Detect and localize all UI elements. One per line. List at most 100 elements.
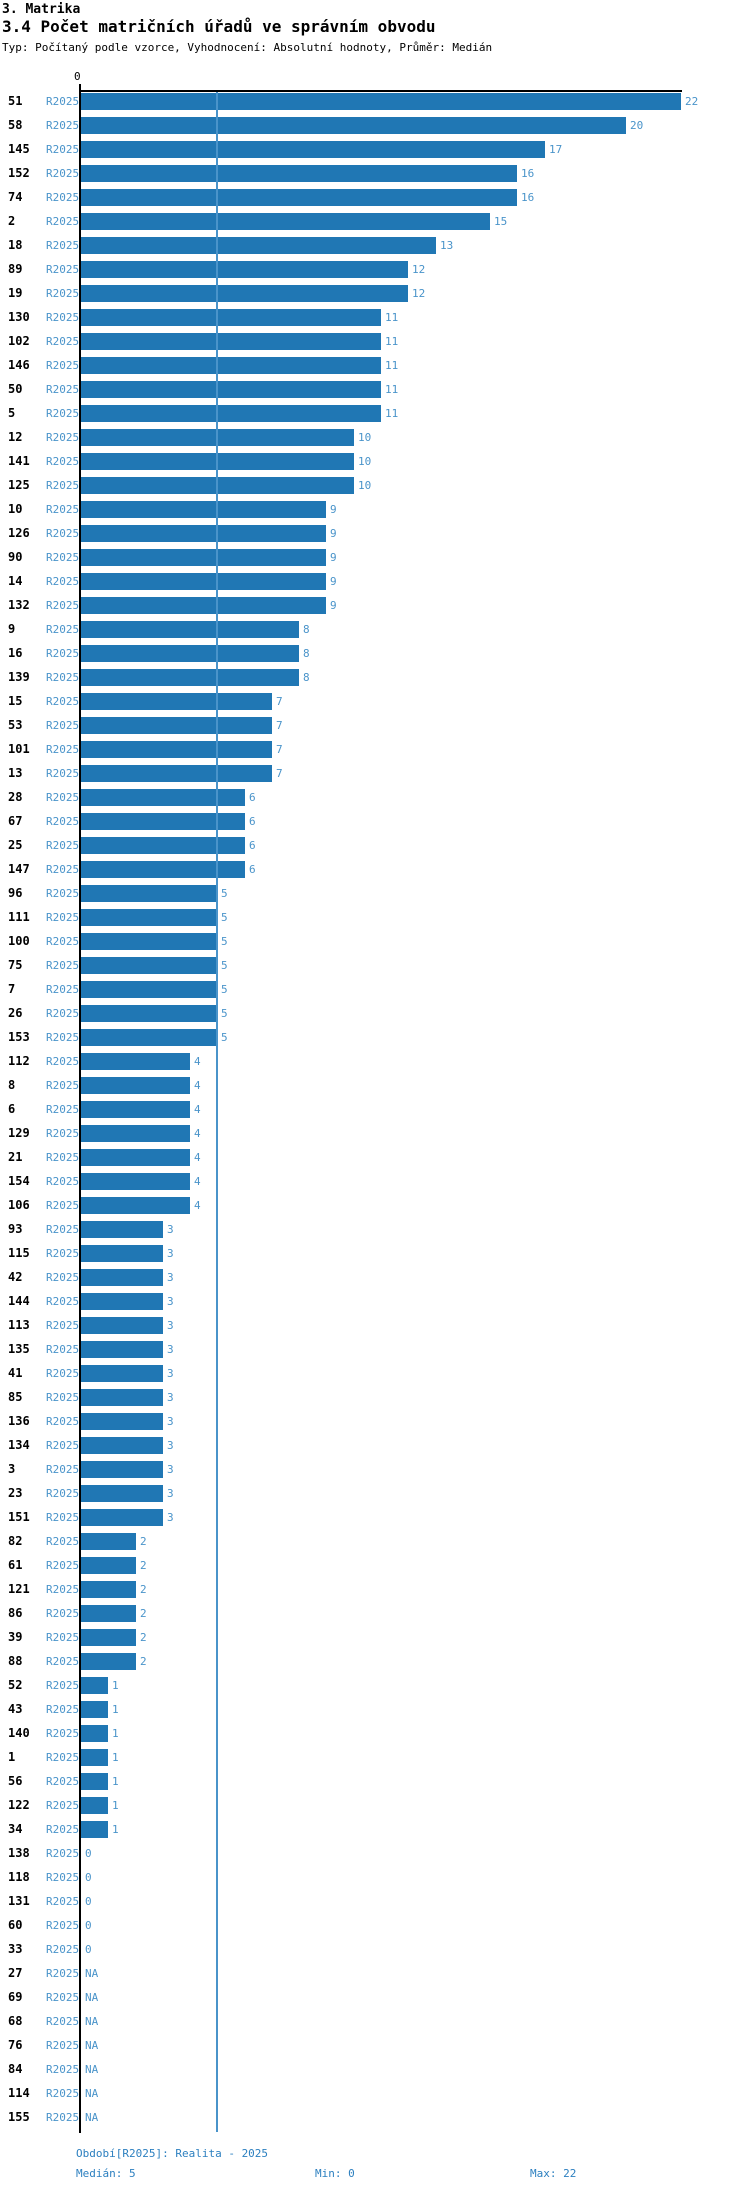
row-category-label: 136 (8, 1414, 30, 1428)
row-value-label: NA (85, 2086, 99, 2100)
row-category-label: 41 (8, 1366, 23, 1380)
row-category-label: 112 (8, 1054, 30, 1068)
bar (81, 1676, 108, 1694)
row-value-label: NA (85, 2110, 99, 2124)
chart-row: 15 R2025 7 (0, 689, 750, 713)
bar (81, 524, 326, 542)
row-series-label: R2025 (46, 1918, 80, 1932)
row-series-label: R2025 (46, 1438, 80, 1452)
row-category-label: 152 (8, 166, 30, 180)
row-value-label: 3 (167, 1294, 174, 1308)
chart-row: 115 R2025 3 (0, 1241, 750, 1265)
row-series-label: R2025 (46, 1342, 80, 1356)
row-series-label: R2025 (46, 430, 80, 444)
bar (81, 500, 326, 518)
row-value-label: 6 (249, 862, 256, 876)
chart-row: 140 R2025 1 (0, 1721, 750, 1745)
row-series-label: R2025 (46, 622, 80, 636)
row-value-label: 10 (358, 478, 372, 492)
chart-row: 122 R2025 1 (0, 1793, 750, 1817)
chart-row: 76 R2025 NA (0, 2033, 750, 2057)
row-series-label: R2025 (46, 1582, 80, 1596)
row-value-label: 4 (194, 1150, 201, 1164)
bar (81, 1172, 190, 1190)
chart-row: 138 R2025 0 (0, 1841, 750, 1865)
bar (81, 332, 381, 350)
chart-row: 89 R2025 12 (0, 257, 750, 281)
bar (81, 1316, 163, 1334)
row-series-label: R2025 (46, 1966, 80, 1980)
row-value-label: 10 (358, 430, 372, 444)
row-category-label: 13 (8, 766, 23, 780)
chart-row: 28 R2025 6 (0, 785, 750, 809)
row-series-label: R2025 (46, 1366, 80, 1380)
row-series-label: R2025 (46, 94, 80, 108)
row-value-label: 8 (303, 670, 310, 684)
row-value-label: NA (85, 1990, 99, 2004)
chart-row: 139 R2025 8 (0, 665, 750, 689)
row-value-label: 3 (167, 1318, 174, 1332)
row-value-label: 9 (330, 526, 337, 540)
row-series-label: R2025 (46, 1774, 80, 1788)
row-value-label: 11 (385, 334, 399, 348)
row-value-label: 1 (112, 1798, 119, 1812)
row-category-label: 84 (8, 2062, 23, 2076)
chart-row: 42 R2025 3 (0, 1265, 750, 1289)
row-series-label: R2025 (46, 406, 80, 420)
row-series-label: R2025 (46, 1846, 80, 1860)
row-category-label: 1 (8, 1750, 16, 1764)
bar (81, 1508, 163, 1526)
row-series-label: R2025 (46, 2062, 80, 2076)
row-value-label: 1 (112, 1702, 119, 1716)
row-value-label: 6 (249, 838, 256, 852)
chart-row: 118 R2025 0 (0, 1865, 750, 1889)
chart-row: 154 R2025 4 (0, 1169, 750, 1193)
bar (81, 812, 245, 830)
row-value-label: 5 (221, 958, 228, 972)
row-series-label: R2025 (46, 1294, 80, 1308)
bar (81, 308, 381, 326)
row-value-label: 5 (221, 934, 228, 948)
row-value-label: NA (85, 2038, 99, 2052)
row-category-label: 139 (8, 670, 30, 684)
row-series-label: R2025 (46, 1822, 80, 1836)
row-series-label: R2025 (46, 766, 80, 780)
bar (81, 1484, 163, 1502)
row-value-label: 3 (167, 1486, 174, 1500)
row-value-label: 5 (221, 982, 228, 996)
row-value-label: 5 (221, 1006, 228, 1020)
row-category-label: 51 (8, 94, 23, 108)
footer-max-stat: Max: 22 (530, 2167, 577, 2180)
row-series-label: R2025 (46, 1102, 80, 1116)
row-category-label: 50 (8, 382, 23, 396)
bar (81, 284, 408, 302)
row-value-label: 5 (221, 910, 228, 924)
row-value-label: 4 (194, 1126, 201, 1140)
row-series-label: R2025 (46, 1270, 80, 1284)
row-category-label: 43 (8, 1702, 23, 1716)
row-series-label: R2025 (46, 1246, 80, 1260)
chart-row: 52 R2025 1 (0, 1673, 750, 1697)
row-series-label: R2025 (46, 1558, 80, 1572)
chart-row: 125 R2025 10 (0, 473, 750, 497)
bar (81, 860, 245, 878)
bar (81, 1004, 217, 1022)
bar (81, 1388, 163, 1406)
row-value-label: 5 (221, 886, 228, 900)
row-series-label: R2025 (46, 574, 80, 588)
row-series-label: R2025 (46, 286, 80, 300)
bar (81, 1268, 163, 1286)
row-category-label: 90 (8, 550, 23, 564)
row-value-label: 3 (167, 1390, 174, 1404)
chart-row: 60 R2025 0 (0, 1913, 750, 1937)
row-value-label: 0 (85, 1918, 92, 1932)
bar (81, 92, 681, 110)
row-value-label: 4 (194, 1078, 201, 1092)
row-category-label: 146 (8, 358, 30, 372)
chart-row: 132 R2025 9 (0, 593, 750, 617)
chart-row: 2 R2025 15 (0, 209, 750, 233)
row-value-label: 0 (85, 1894, 92, 1908)
row-category-label: 2 (8, 214, 16, 228)
bar (81, 692, 272, 710)
row-series-label: R2025 (46, 718, 80, 732)
